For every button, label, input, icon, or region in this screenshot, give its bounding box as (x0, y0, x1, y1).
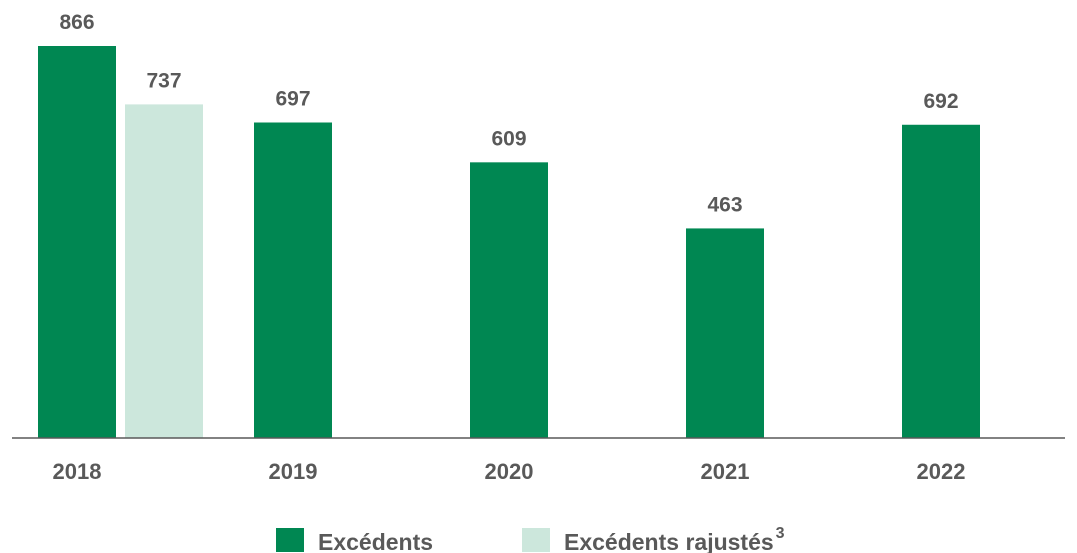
value-labels-group: 866 737 697 609 463 692 (59, 11, 958, 216)
bar-2021-excedents (686, 228, 764, 438)
bar-2018-excedents-rajustes (125, 104, 203, 438)
legend: Excédents Excédents rajustés 3 (276, 525, 785, 553)
bar-2020-excedents (470, 162, 548, 438)
bar-2018-excedents (38, 46, 116, 438)
legend-swatch-excedents (276, 528, 304, 552)
value-label-2020-excedents: 609 (491, 127, 526, 150)
x-tick-label-2022: 2022 (917, 459, 966, 484)
legend-label-superscript: 3 (776, 525, 785, 542)
bar-2022-excedents (902, 124, 980, 439)
bars-group (38, 46, 980, 439)
legend-swatch-excedents-rajustes (522, 528, 550, 552)
x-tick-label-2018: 2018 (53, 459, 102, 484)
value-label-2018-excedents-rajustes: 737 (146, 69, 181, 92)
x-tick-label-2019: 2019 (269, 459, 318, 484)
x-tick-label-2021: 2021 (701, 459, 750, 484)
value-label-2022-excedents: 692 (923, 90, 958, 113)
legend-label-excedents: Excédents (318, 529, 433, 553)
bar-2019-excedents (254, 122, 332, 439)
value-label-2019-excedents: 697 (275, 87, 310, 110)
x-tick-label-2020: 2020 (485, 459, 534, 484)
legend-label-excedents-rajustes: Excédents rajustés (564, 529, 774, 553)
value-label-2021-excedents: 463 (707, 193, 742, 216)
x-tick-labels-group: 2018 2019 2020 2021 2022 (53, 459, 966, 484)
value-label-2018-excedents: 866 (59, 11, 94, 34)
